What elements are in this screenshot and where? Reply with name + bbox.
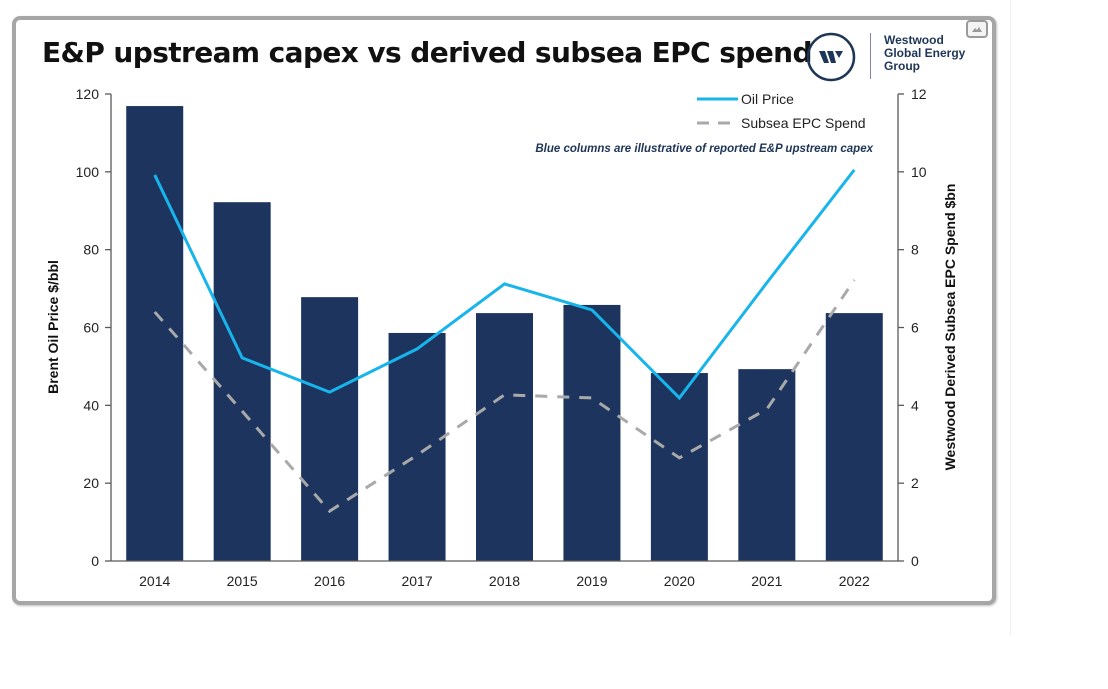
x-tick-label: 2021 <box>751 573 782 589</box>
y2-tick-label: 2 <box>911 475 919 491</box>
bar-capex-2016 <box>301 297 359 561</box>
y2-tick-label: 12 <box>911 86 927 102</box>
bar-capex-2015 <box>213 202 271 561</box>
chart-annotation: Blue columns are illustrative of reporte… <box>535 143 873 155</box>
y-tick-label: 60 <box>83 320 99 336</box>
page-divider <box>1010 0 1011 635</box>
y-tick-label: 40 <box>83 397 99 413</box>
bar-capex-2017 <box>388 332 446 561</box>
logo-divider <box>870 33 871 79</box>
x-tick-label: 2018 <box>489 573 520 589</box>
y-axis-label: Brent Oil Price $/bbl <box>45 260 61 394</box>
line-subsea-epc <box>153 279 856 514</box>
y-tick-label: 0 <box>91 553 99 569</box>
y2-tick-label: 6 <box>911 320 919 336</box>
logo-line: Global Energy <box>884 46 966 60</box>
chart-title: E&P upstream capex vs derived subsea EPC… <box>42 36 813 69</box>
bar-capex-2019 <box>563 304 621 561</box>
bar-capex-2022 <box>825 313 883 561</box>
y-tick-label: 20 <box>83 475 99 491</box>
x-tick-label: 2022 <box>839 573 870 589</box>
y2-tick-label: 8 <box>911 242 919 258</box>
legend-subsea-label: Subsea EPC Spend <box>741 115 866 131</box>
bar-capex-2020 <box>650 373 708 561</box>
bar-capex-2021 <box>738 369 796 561</box>
y2-axis-label: Westwood Derived Subsea EPC Spend $bn <box>942 184 958 471</box>
x-tick-label: 2016 <box>314 573 345 589</box>
y2-tick-label: 10 <box>911 164 927 180</box>
x-tick-label: 2019 <box>576 573 607 589</box>
y-tick-label: 100 <box>76 164 100 180</box>
y-tick-label: 80 <box>83 242 99 258</box>
x-tick-label: 2017 <box>401 573 432 589</box>
y-tick-label: 120 <box>76 86 100 102</box>
legend-oil-price-label: Oil Price <box>741 91 794 107</box>
image-expand-icon[interactable] <box>966 20 988 38</box>
x-tick-label: 2015 <box>227 573 258 589</box>
logo-line: Group <box>884 59 920 73</box>
x-tick-label: 2020 <box>664 573 695 589</box>
x-tick-label: 2014 <box>139 573 170 589</box>
logo-line: Westwood <box>884 33 944 47</box>
y2-tick-label: 4 <box>911 397 919 413</box>
westwood-logo-icon <box>806 32 856 82</box>
bar-capex-2018 <box>476 313 533 561</box>
logo-wordmark: Westwood Global Energy Group <box>884 34 965 73</box>
y2-tick-label: 0 <box>911 553 919 569</box>
